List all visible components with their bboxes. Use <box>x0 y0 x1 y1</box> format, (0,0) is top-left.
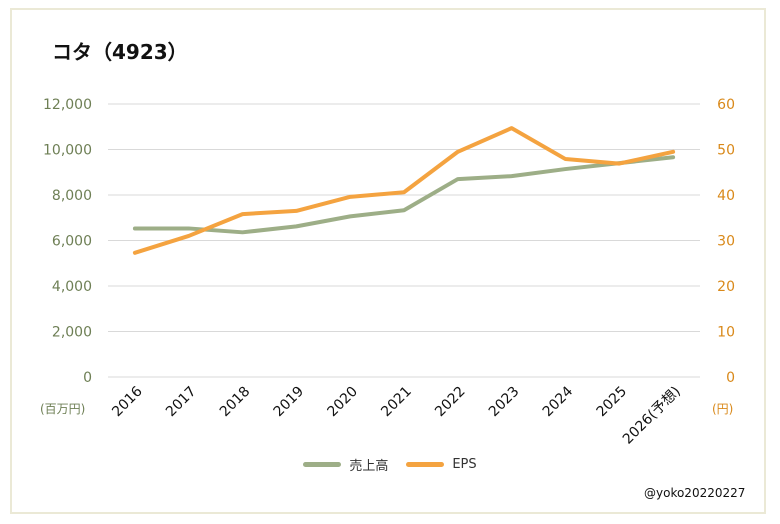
x-tick-label: 2020 <box>324 384 361 421</box>
y-right-tick-label: 50 <box>717 143 735 159</box>
legend-swatch-eps <box>406 462 445 467</box>
chart-frame <box>10 8 766 514</box>
legend-swatch-sales <box>303 462 342 467</box>
series-line-sales <box>132 155 676 235</box>
y-right-tick-label: 30 <box>717 234 735 250</box>
y-left-tick-label: 4,000 <box>52 279 92 295</box>
x-tick-label: 2022 <box>432 384 469 421</box>
y-right-tick-label: 40 <box>717 188 735 204</box>
y-right-tick-label: 10 <box>717 325 735 341</box>
x-tick-label: 2016 <box>109 383 146 420</box>
y-left-tick-label: 0 <box>83 370 92 386</box>
y-left-tick-label: 10,000 <box>43 143 92 159</box>
legend: 売上高 EPS <box>0 455 780 474</box>
y-left-tick-label: 12,000 <box>43 97 92 113</box>
y-right-tick-label: 60 <box>717 97 735 113</box>
y-right-tick-label: 20 <box>717 279 735 295</box>
y-left-tick-label: 8,000 <box>52 188 92 204</box>
x-tick-label: 2025 <box>594 384 631 421</box>
legend-label-eps: EPS <box>452 457 477 472</box>
legend-label-sales: 売上高 <box>349 459 389 474</box>
left-axis-unit: (百万円) <box>40 402 86 416</box>
x-tick-label: 2026(予想) <box>620 384 684 448</box>
x-tick-label: 2021 <box>378 384 415 421</box>
legend-item-sales: 売上高 <box>303 455 388 474</box>
right-axis-unit: (円) <box>712 402 734 416</box>
chart-title: コタ（4923） <box>52 40 188 64</box>
y-right-tick-label: 0 <box>726 370 735 386</box>
y-left-tick-label: 2,000 <box>52 325 92 341</box>
watermark: @yoko20220227 <box>644 486 746 500</box>
x-tick-label: 2018 <box>217 384 254 421</box>
x-tick-label: 2024 <box>540 383 577 420</box>
x-tick-label: 2023 <box>486 384 523 421</box>
legend-item-eps: EPS <box>406 455 477 474</box>
x-tick-label: 2019 <box>271 384 308 421</box>
x-tick-label: 2017 <box>163 384 200 421</box>
y-left-tick-label: 6,000 <box>52 234 92 250</box>
series-line-eps <box>132 126 676 255</box>
